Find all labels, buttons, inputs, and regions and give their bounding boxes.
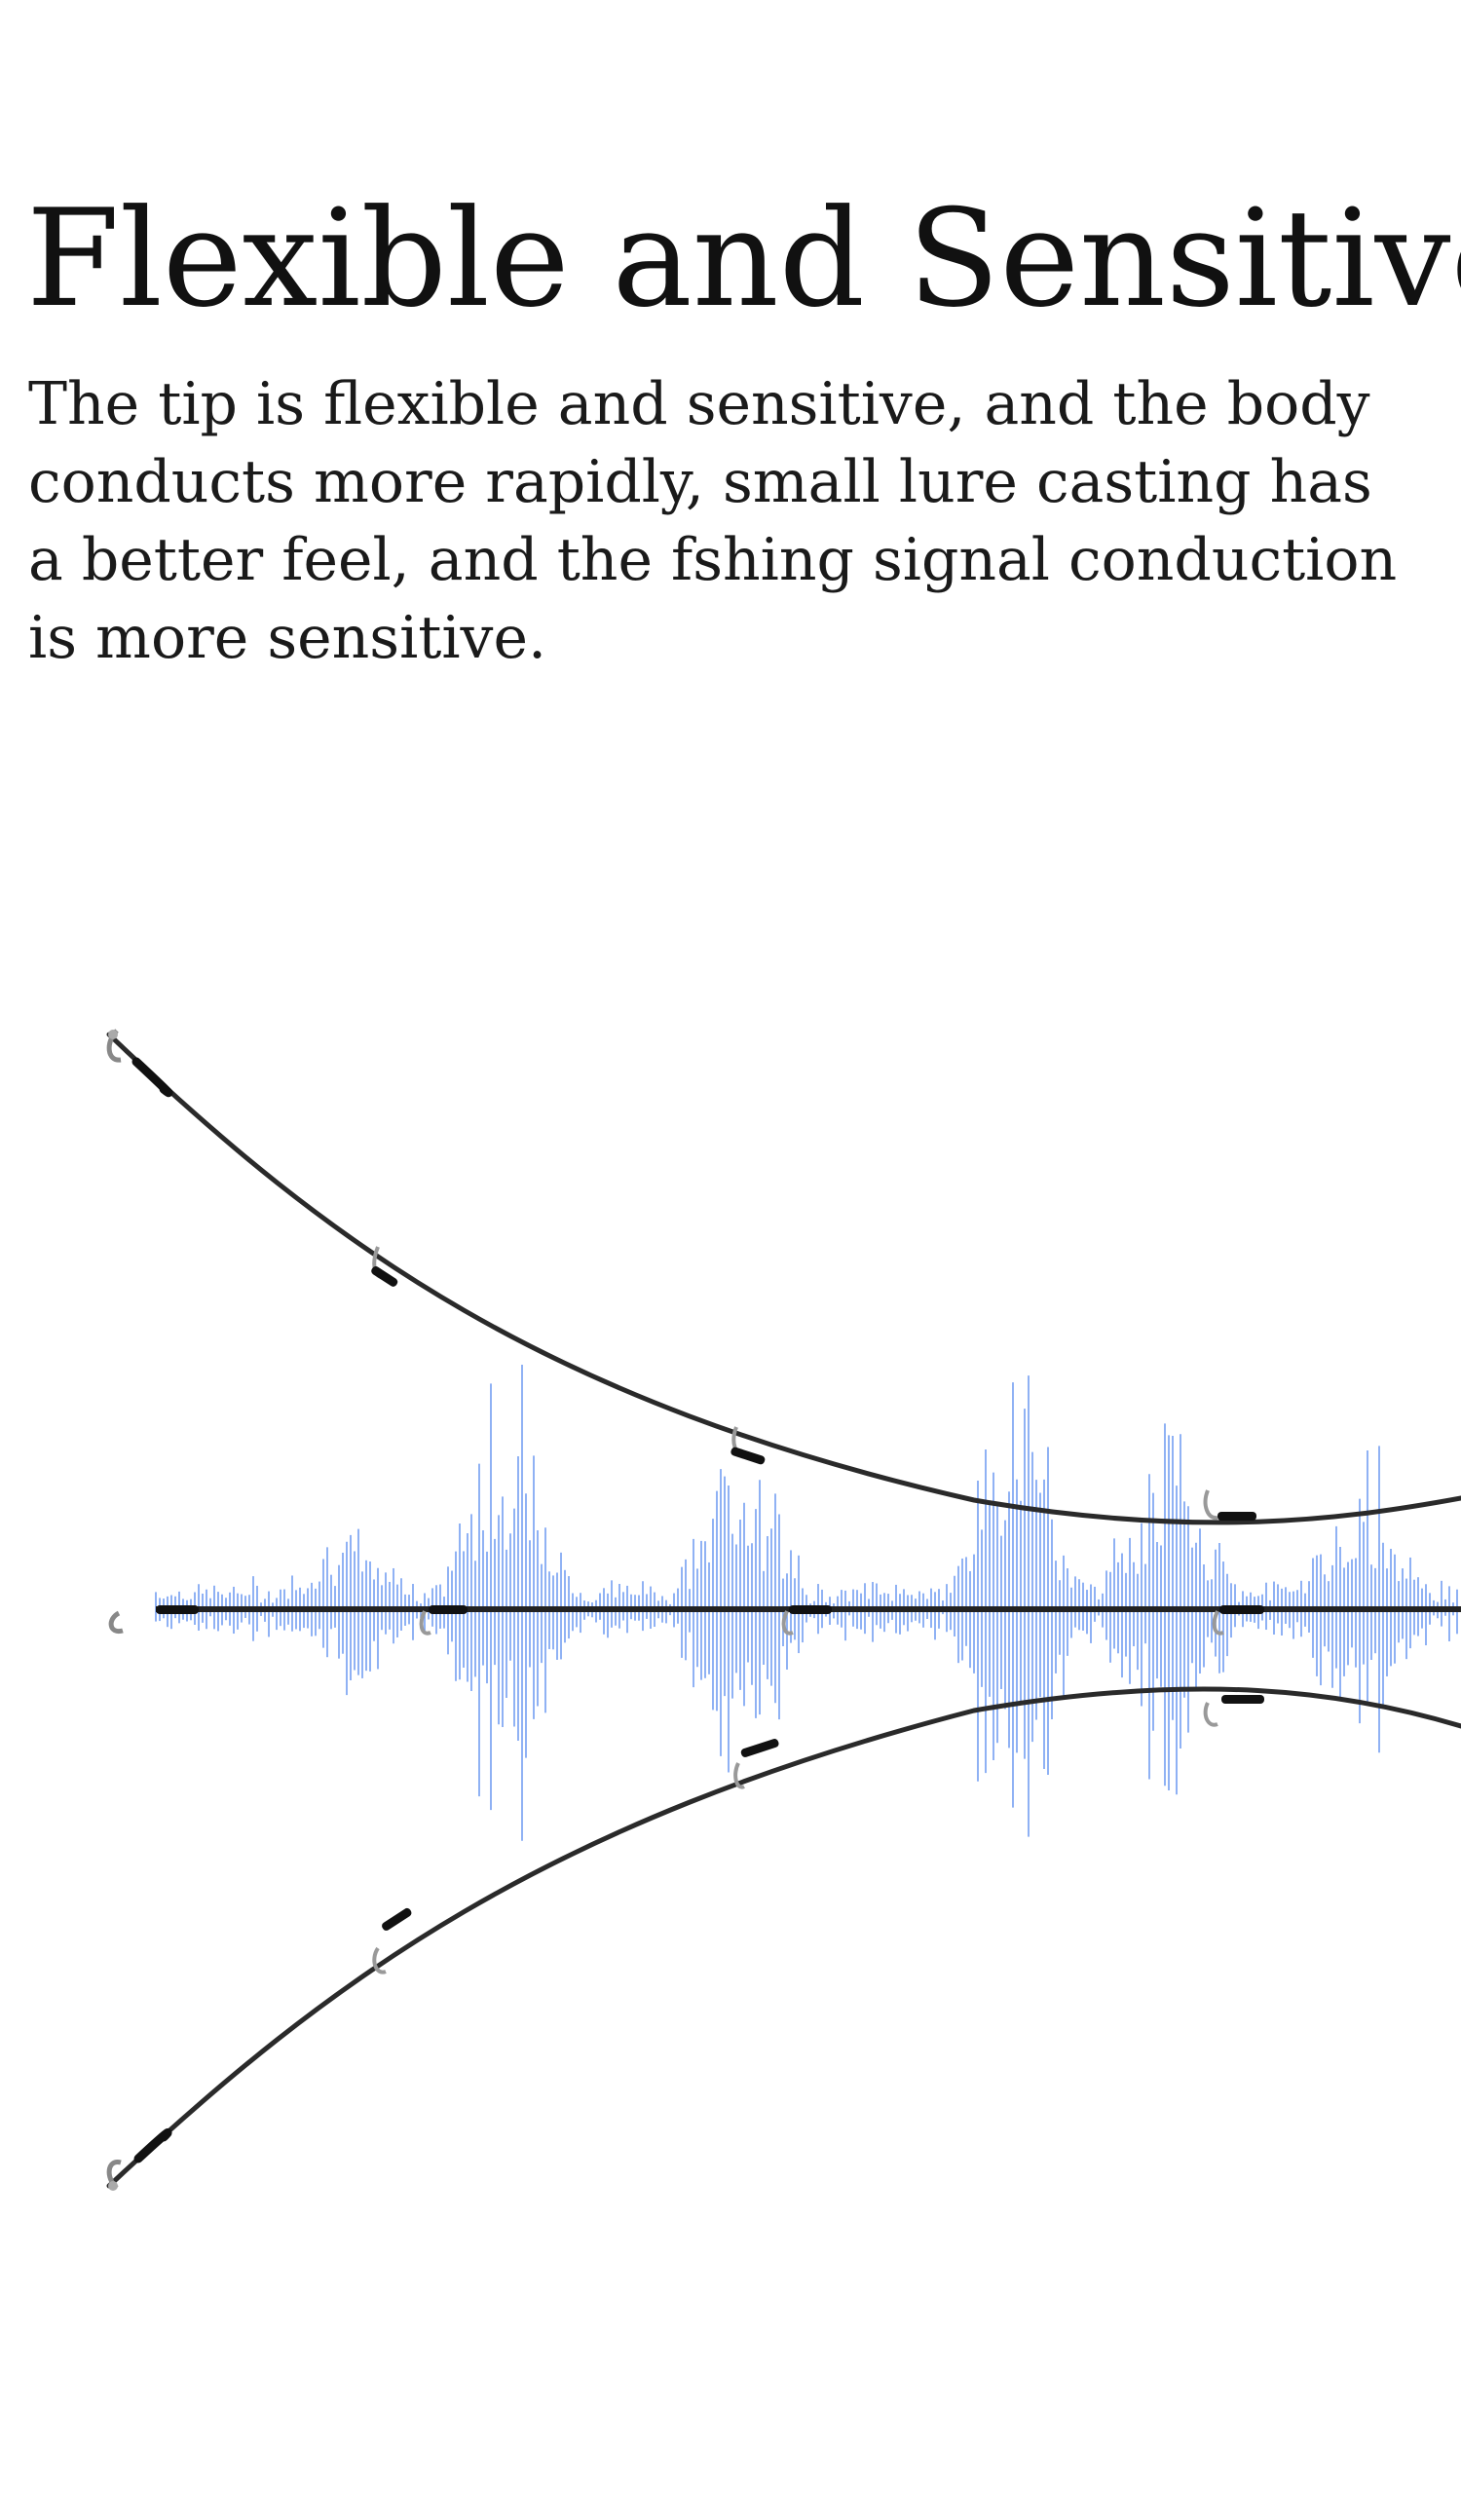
description: The tip is flexible and sensitive, and t… xyxy=(28,370,1398,672)
fishing-rod-illustration xyxy=(106,1029,1461,2191)
signal-waveform xyxy=(155,1365,1458,1841)
headline: Flexible and Sensitive xyxy=(26,180,1461,337)
straight-rod xyxy=(108,1605,1461,1636)
upper-bent-rod xyxy=(106,1029,1461,1525)
lower-bent-rod xyxy=(106,1686,1461,2191)
